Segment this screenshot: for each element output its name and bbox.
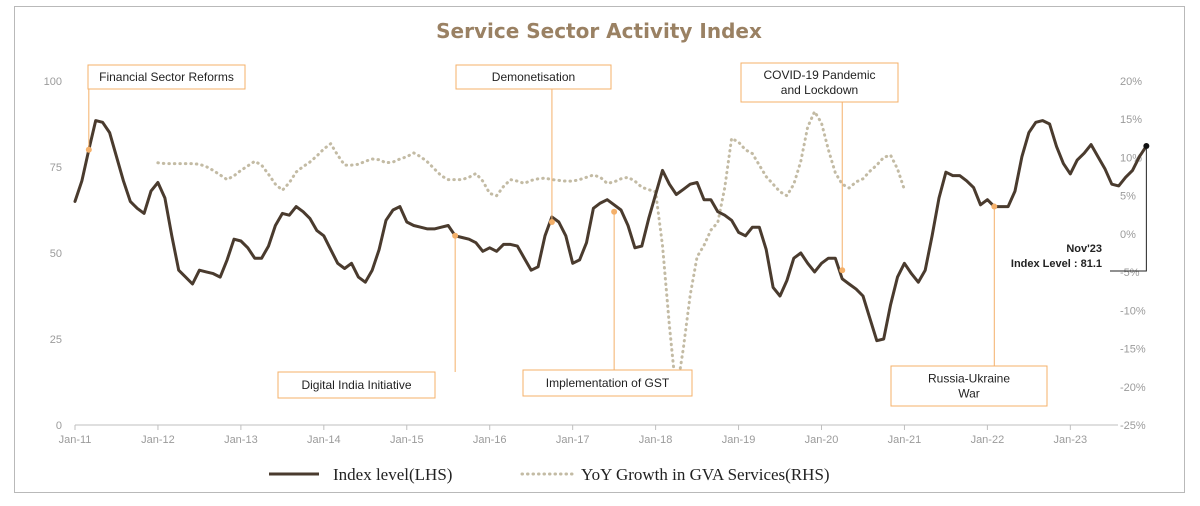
x-tick-label: Jan-11	[59, 434, 92, 446]
annotation-label: and Lockdown	[781, 83, 858, 97]
last-point-label: Nov'23	[1066, 243, 1102, 255]
legend-label-yoy-growth: YoY Growth in GVA Services(RHS)	[581, 465, 830, 484]
x-tick-label: Jan-15	[390, 434, 424, 446]
legend-label-index-level: Index level(LHS)	[333, 465, 452, 484]
y-right-tick-label: -10%	[1120, 305, 1146, 317]
x-tick-label: Jan-13	[224, 434, 258, 446]
annotation-marker	[839, 267, 846, 274]
x-tick-label: Jan-12	[141, 434, 175, 446]
last-point-label: Index Level : 81.1	[1011, 258, 1102, 270]
x-tick-label: Jan-14	[307, 434, 341, 446]
annotation-box	[87, 64, 246, 90]
x-tick-label: Jan-19	[722, 434, 756, 446]
last-point-marker	[1143, 143, 1150, 150]
annotation-box	[455, 64, 612, 90]
annotation-label: Implementation of GST	[546, 376, 670, 390]
last-point-callout: Nov'23 Index Level : 81.1	[1011, 143, 1150, 272]
y-right-tick-label: -25%	[1120, 420, 1146, 432]
x-tick-label: Jan-22	[971, 434, 1005, 446]
y-right-tick-label: -5%	[1120, 267, 1140, 279]
annotation-label: War	[958, 387, 980, 401]
y-right-tick-label: 0%	[1120, 229, 1136, 241]
axes: Jan-11 Jan-12 Jan-13 Jan-14 Jan-15 Jan-16 Jan-…	[44, 76, 1146, 446]
annotation-marker	[85, 146, 92, 153]
last-point-leader	[1110, 149, 1147, 272]
y-left-tick-label: 100	[44, 76, 62, 88]
annotation-box	[277, 371, 436, 399]
y-left-tick-label: 75	[50, 162, 62, 174]
chart-frame: Service Sector Activity Index Jan-11 Jan-…	[14, 6, 1185, 493]
annotation-label: Digital India Initiative	[301, 378, 411, 392]
yoy-growth-line	[156, 110, 906, 396]
annotation-marker	[991, 203, 998, 210]
x-tick-label: Jan-17	[556, 434, 590, 446]
annotations: Financial Sector Reforms Demonetisation CO…	[85, 62, 1048, 407]
y-left-tick-label: 25	[50, 334, 62, 346]
x-tick-label: Jan-23	[1054, 434, 1088, 446]
chart-title: Service Sector Activity Index	[436, 19, 762, 43]
series-index-level	[73, 119, 1148, 343]
annotation-box	[740, 62, 899, 103]
series-yoy-growth	[156, 110, 906, 396]
index-level-line	[73, 119, 1148, 343]
annotation-box	[522, 369, 693, 397]
y-right-tick-label: 15%	[1120, 114, 1142, 126]
annotation-label: Russia-Ukraine	[928, 372, 1010, 386]
annotation-marker	[548, 219, 555, 226]
annotation-label: COVID-19 Pandemic	[763, 68, 875, 82]
x-tick-label: Jan-16	[473, 434, 507, 446]
x-tick-label: Jan-20	[805, 434, 839, 446]
y-right-tick-label: 5%	[1120, 191, 1136, 203]
annotation-label: Financial Sector Reforms	[99, 70, 234, 84]
y-left-tick-label: 0	[56, 420, 62, 432]
x-tick-label: Jan-18	[639, 434, 673, 446]
y-left-tick-label: 50	[50, 248, 62, 260]
annotation-label: Demonetisation	[492, 70, 575, 84]
annotation-box	[890, 365, 1048, 407]
annotation-marker	[611, 208, 618, 215]
annotation-marker	[452, 232, 459, 239]
legend: Index level(LHS) YoY Growth in GVA Servic…	[269, 465, 830, 484]
x-tick-label: Jan-21	[888, 434, 922, 446]
y-right-tick-label: -20%	[1120, 382, 1146, 394]
service-sector-chart: Service Sector Activity Index Jan-11 Jan-…	[44, 19, 1150, 484]
y-right-tick-label: -15%	[1120, 344, 1146, 356]
y-right-tick-label: 20%	[1120, 76, 1142, 88]
